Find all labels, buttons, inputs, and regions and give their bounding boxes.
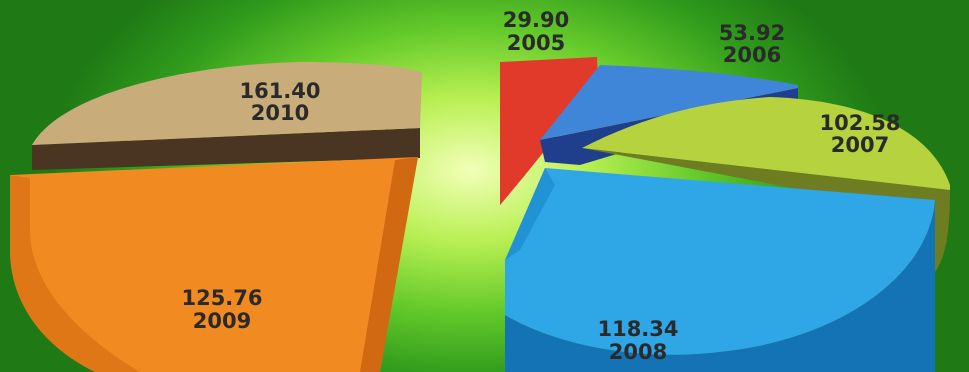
slice-2006-top xyxy=(540,65,798,140)
slice-2010 xyxy=(32,62,422,170)
label-2006-value: 53.92 xyxy=(719,21,785,45)
label-2010-value: 161.40 xyxy=(239,79,320,103)
slice-2009-edge xyxy=(360,157,418,372)
label-2005-year: 2005 xyxy=(507,31,565,55)
label-2008-value: 118.34 xyxy=(597,317,678,341)
label-2009-value: 125.76 xyxy=(181,286,262,310)
label-2006-year: 2006 xyxy=(723,43,781,67)
slice-2007 xyxy=(582,97,950,272)
label-2007-value: 102.58 xyxy=(819,111,900,135)
slice-2009 xyxy=(10,157,418,372)
slice-2008-inner xyxy=(505,168,555,260)
label-2010-year: 2010 xyxy=(251,101,309,125)
label-2007-year: 2007 xyxy=(831,133,889,157)
slice-2008-side xyxy=(505,200,935,372)
slice-2007-side xyxy=(582,148,950,272)
slice-2010-top xyxy=(32,62,422,145)
label-2005-value: 29.90 xyxy=(503,8,569,32)
slice-2008 xyxy=(505,168,935,372)
slice-2009-top xyxy=(10,157,418,372)
slice-2008-top xyxy=(505,168,935,355)
label-2009-year: 2009 xyxy=(193,309,251,333)
slice-2007-top xyxy=(582,97,950,190)
slice-2009-shade xyxy=(10,175,140,372)
label-2008-year: 2008 xyxy=(609,340,667,364)
slice-2010-side xyxy=(32,128,420,170)
